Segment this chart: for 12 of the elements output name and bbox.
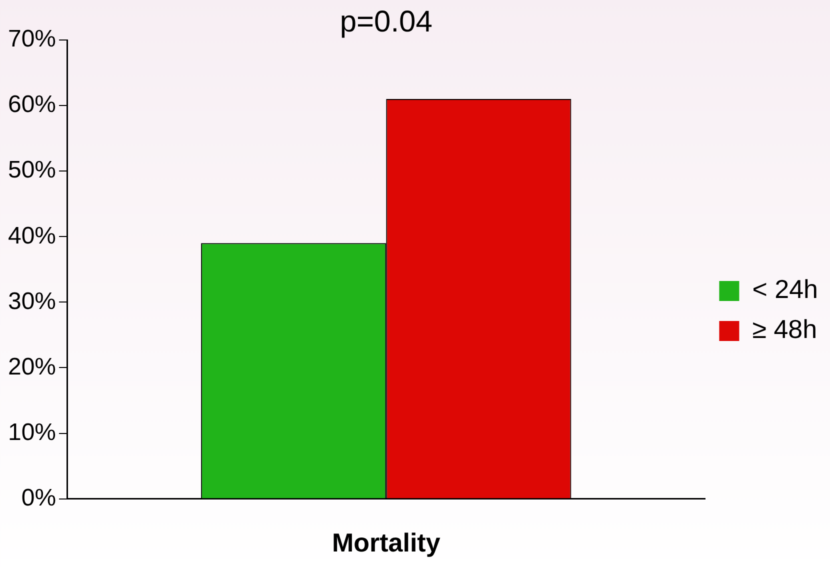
y-tick-label: 70% xyxy=(8,26,56,53)
legend-label: < 24h xyxy=(752,274,818,304)
y-tick-label: 40% xyxy=(8,222,56,250)
text: p=0.04 xyxy=(340,5,432,38)
y-tick-label: 10% xyxy=(8,418,56,446)
x-tick-label: Mortality xyxy=(332,528,441,558)
y-tick-label: 30% xyxy=(8,288,56,315)
legend-label: ≥ 48h xyxy=(752,314,818,344)
y-tick-label: 60% xyxy=(8,91,56,118)
y-tick-label: 0% xyxy=(21,484,56,512)
y-tick-label: 20% xyxy=(8,353,56,380)
y-tick-label: 50% xyxy=(8,156,56,184)
